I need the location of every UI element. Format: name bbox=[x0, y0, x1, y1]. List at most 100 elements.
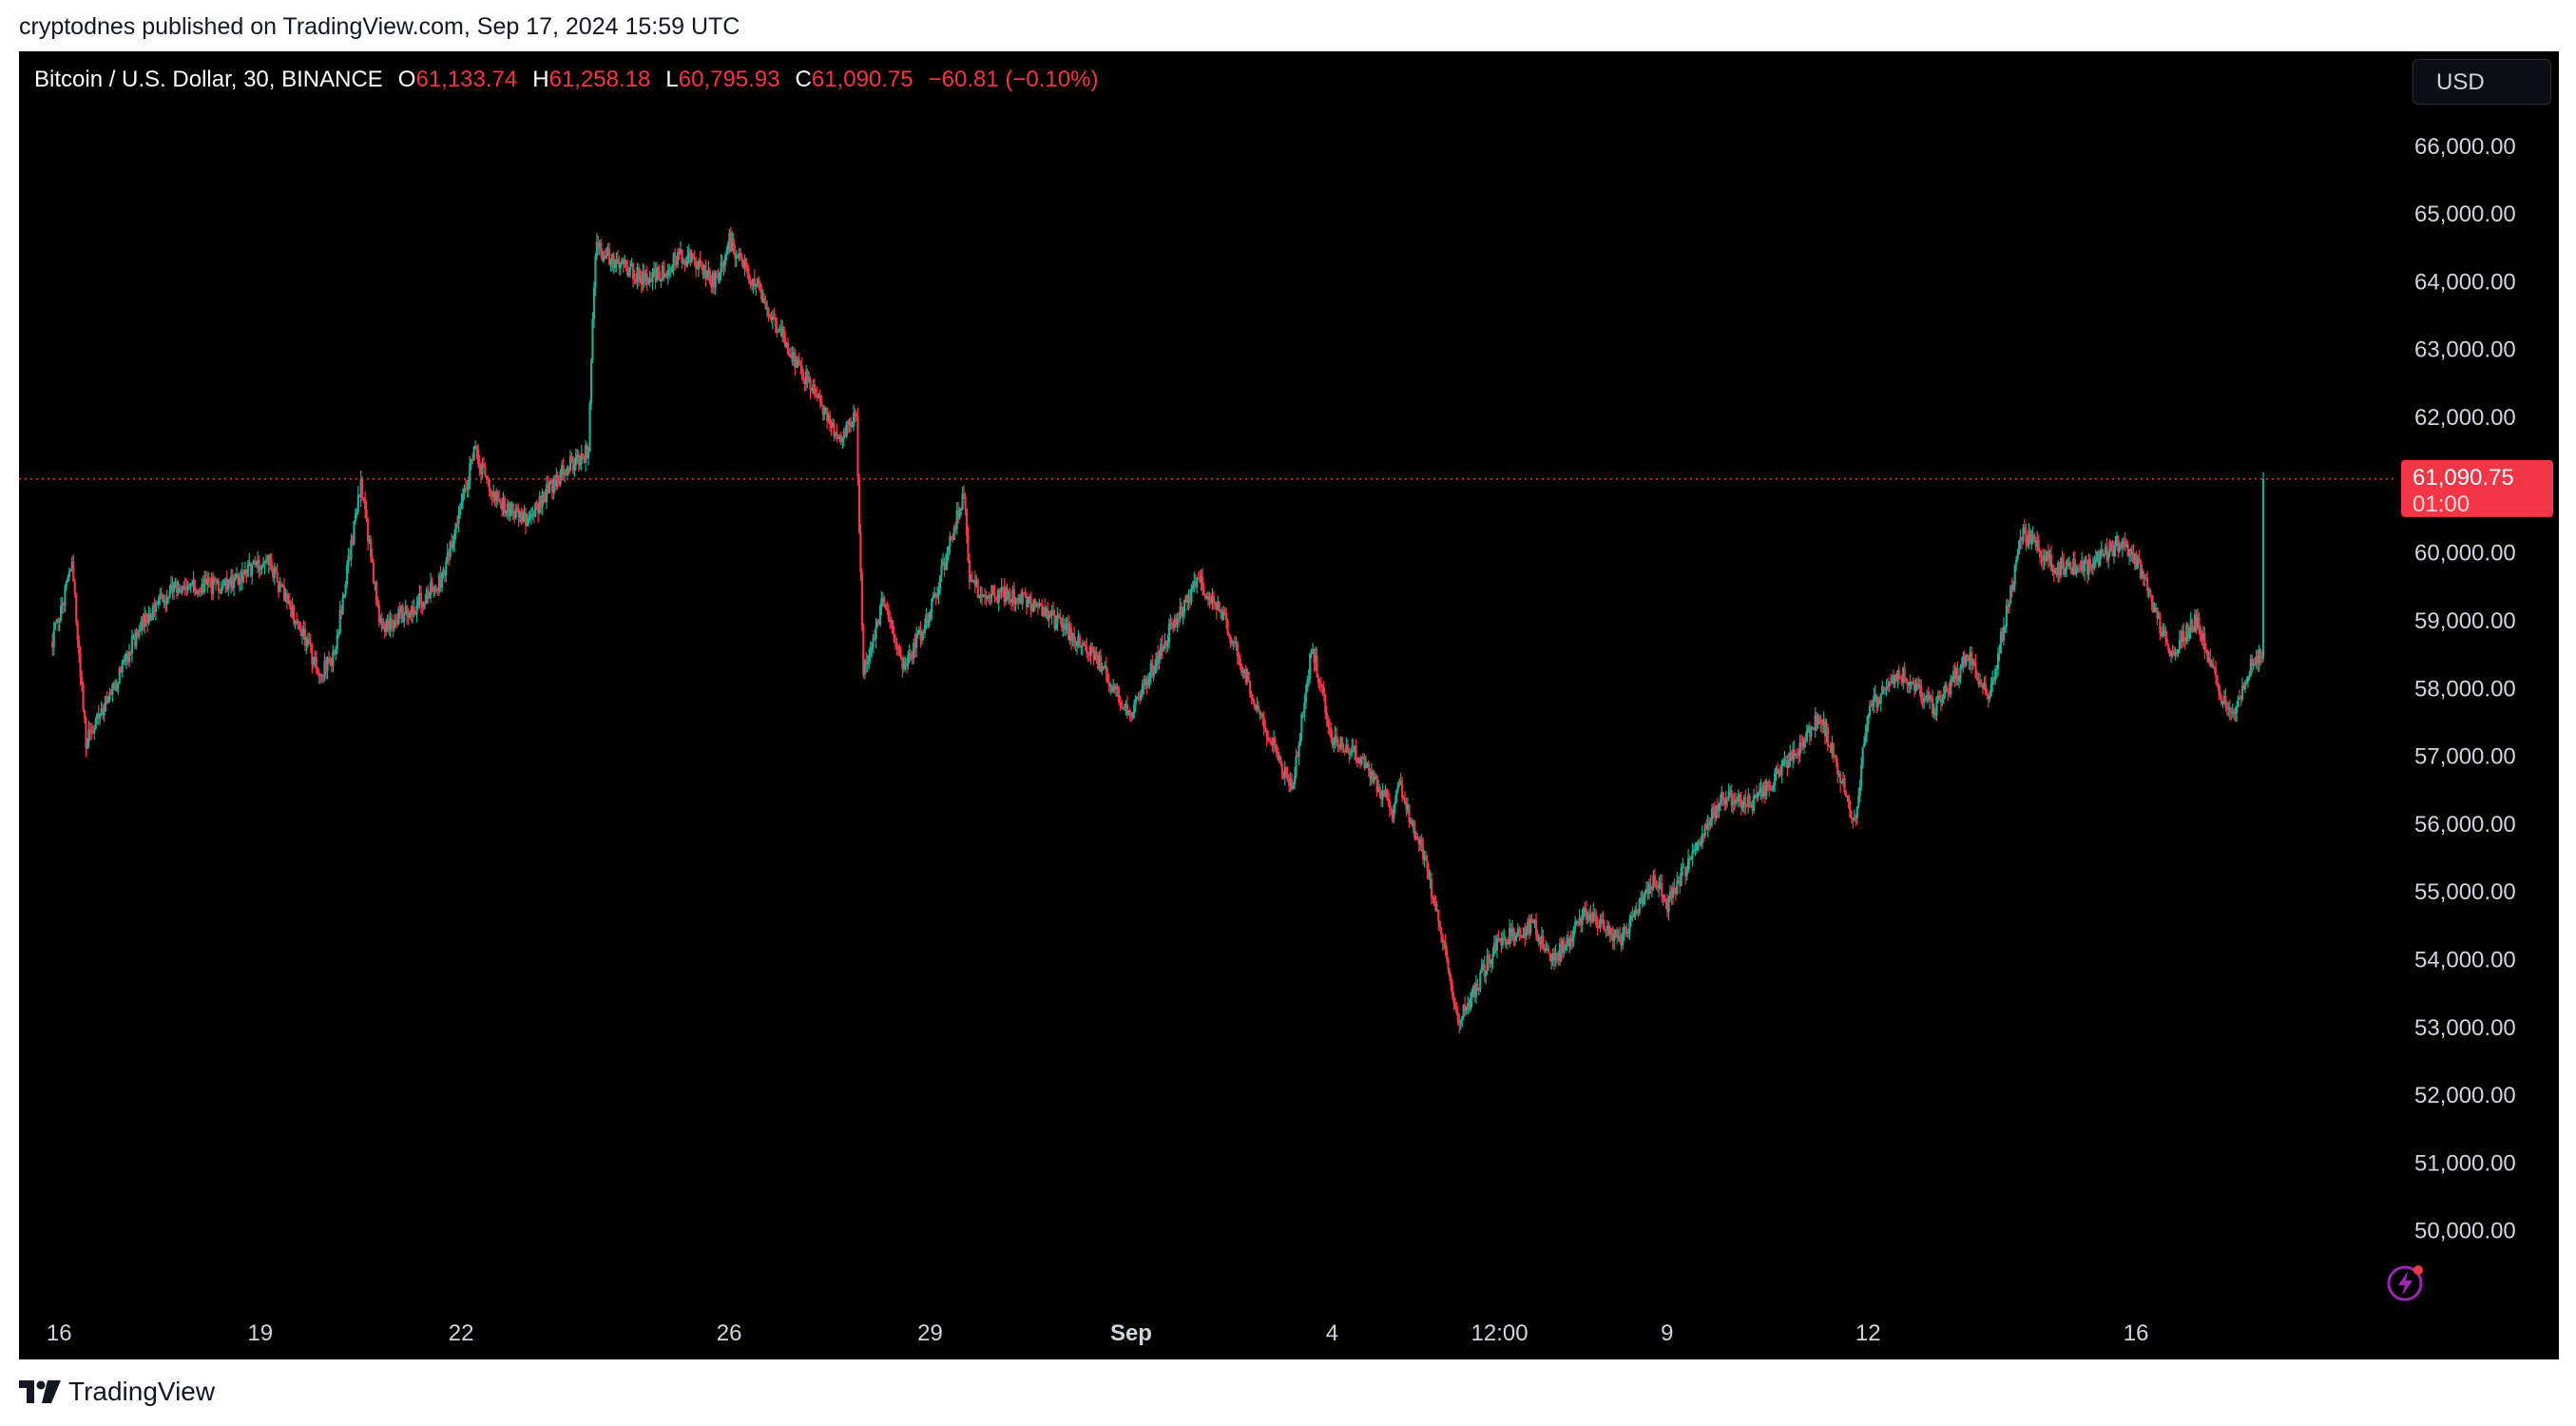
candle-body bbox=[1564, 945, 1567, 950]
candle-body bbox=[566, 467, 569, 475]
candle-body bbox=[2203, 633, 2206, 650]
candle-body bbox=[2251, 658, 2254, 666]
candle-body bbox=[1261, 713, 1264, 718]
candle-body bbox=[1243, 668, 1246, 673]
candle-body bbox=[2085, 558, 2087, 562]
candle-body bbox=[1727, 792, 1730, 799]
candle-body bbox=[104, 696, 107, 711]
candle-body bbox=[915, 634, 918, 648]
candlestick-chart[interactable]: 67,000.0066,000.0065,000.0064,000.0063,0… bbox=[19, 51, 2559, 1359]
candle-body bbox=[958, 510, 961, 518]
candle-body bbox=[88, 729, 91, 732]
time-tick-label: 26 bbox=[717, 1320, 742, 1346]
candle-body bbox=[324, 661, 328, 671]
candle-body bbox=[183, 586, 185, 590]
candle-body bbox=[1685, 871, 1688, 877]
candle-body bbox=[1159, 644, 1163, 657]
candle-body bbox=[1275, 744, 1278, 754]
candle-body bbox=[2162, 632, 2164, 637]
candle-body bbox=[1724, 798, 1727, 805]
candle-body bbox=[1959, 666, 1962, 679]
candle-body bbox=[1555, 953, 1559, 959]
candle-body bbox=[206, 578, 209, 585]
candle-body bbox=[1495, 937, 1499, 952]
candle-body bbox=[1518, 928, 1521, 936]
candle-body bbox=[1345, 743, 1348, 752]
candle-body bbox=[802, 372, 805, 379]
candle-body bbox=[535, 503, 538, 508]
candle-body bbox=[1240, 665, 1243, 674]
candle-body bbox=[779, 328, 782, 337]
candle-body bbox=[1110, 685, 1113, 692]
candle-body bbox=[1123, 707, 1126, 709]
candle-body bbox=[445, 561, 448, 576]
candle-body bbox=[1653, 875, 1656, 885]
candle-body bbox=[771, 317, 774, 320]
candle-body bbox=[519, 511, 522, 518]
candle-body bbox=[469, 463, 471, 482]
candle-body bbox=[716, 273, 719, 275]
candle-body bbox=[493, 491, 496, 501]
candle-body bbox=[1620, 941, 1623, 946]
candle-body bbox=[204, 578, 207, 585]
candle-body bbox=[1445, 949, 1449, 960]
candle-body bbox=[1267, 737, 1270, 741]
candle-body bbox=[2060, 558, 2063, 576]
candle-body bbox=[675, 262, 678, 266]
candle-body bbox=[1992, 677, 1995, 682]
candle-body bbox=[1424, 856, 1428, 861]
tradingview-footer[interactable]: TradingView bbox=[19, 1377, 215, 1407]
candle-body bbox=[2159, 615, 2162, 635]
candle-body bbox=[926, 614, 929, 626]
candle-body bbox=[319, 674, 322, 676]
candle-body bbox=[1947, 690, 1950, 692]
candle-body bbox=[2242, 685, 2245, 689]
candle-body bbox=[1430, 878, 1433, 897]
candle-body bbox=[936, 595, 939, 597]
candle-body bbox=[1125, 703, 1127, 708]
candle-body bbox=[1381, 790, 1384, 800]
candle-body bbox=[1051, 610, 1055, 615]
candle-body bbox=[845, 421, 848, 437]
currency-button[interactable]: USD bbox=[2413, 59, 2551, 105]
candle-body bbox=[838, 435, 841, 439]
candle-body bbox=[393, 620, 396, 629]
candle-body bbox=[2097, 551, 2100, 567]
candle-body bbox=[315, 656, 317, 670]
candle-body bbox=[2259, 648, 2262, 658]
candle-body bbox=[1613, 935, 1616, 942]
candle-body bbox=[1327, 720, 1330, 727]
candle-body bbox=[1306, 681, 1309, 692]
chart-pane[interactable]: 67,000.0066,000.0065,000.0064,000.0063,0… bbox=[19, 51, 2559, 1359]
candle-body bbox=[196, 590, 200, 594]
candle-body bbox=[1023, 592, 1026, 594]
bolt-icon[interactable] bbox=[2386, 1261, 2428, 1302]
candle-body bbox=[2252, 663, 2255, 666]
candle-body bbox=[1684, 867, 1687, 877]
candle-body bbox=[108, 691, 111, 700]
candle-body bbox=[1300, 714, 1303, 734]
candle-body bbox=[1009, 602, 1013, 604]
candle-body bbox=[1551, 954, 1554, 961]
candle-body bbox=[133, 635, 136, 646]
candle-body bbox=[567, 467, 570, 471]
candle-body bbox=[1766, 780, 1769, 785]
candle-body bbox=[937, 588, 940, 596]
candle-body bbox=[1829, 746, 1832, 753]
symbol-title[interactable]: Bitcoin / U.S. Dollar, 30, BINANCE bbox=[34, 67, 383, 92]
candle-body bbox=[219, 591, 221, 594]
candle-body bbox=[2153, 609, 2156, 613]
candle-body bbox=[1077, 635, 1080, 642]
candle-body bbox=[1716, 805, 1720, 812]
candle-body bbox=[2009, 586, 2012, 605]
candle-body bbox=[1286, 774, 1289, 782]
candle-body bbox=[188, 585, 191, 587]
candle-body bbox=[1910, 682, 1913, 684]
candle-body bbox=[631, 263, 635, 279]
candle-body bbox=[249, 562, 252, 576]
candle-body bbox=[1339, 737, 1342, 748]
candle-body bbox=[1137, 696, 1140, 698]
candle-body bbox=[422, 603, 425, 607]
candle-body bbox=[1042, 607, 1045, 616]
candle-body bbox=[1161, 644, 1163, 651]
